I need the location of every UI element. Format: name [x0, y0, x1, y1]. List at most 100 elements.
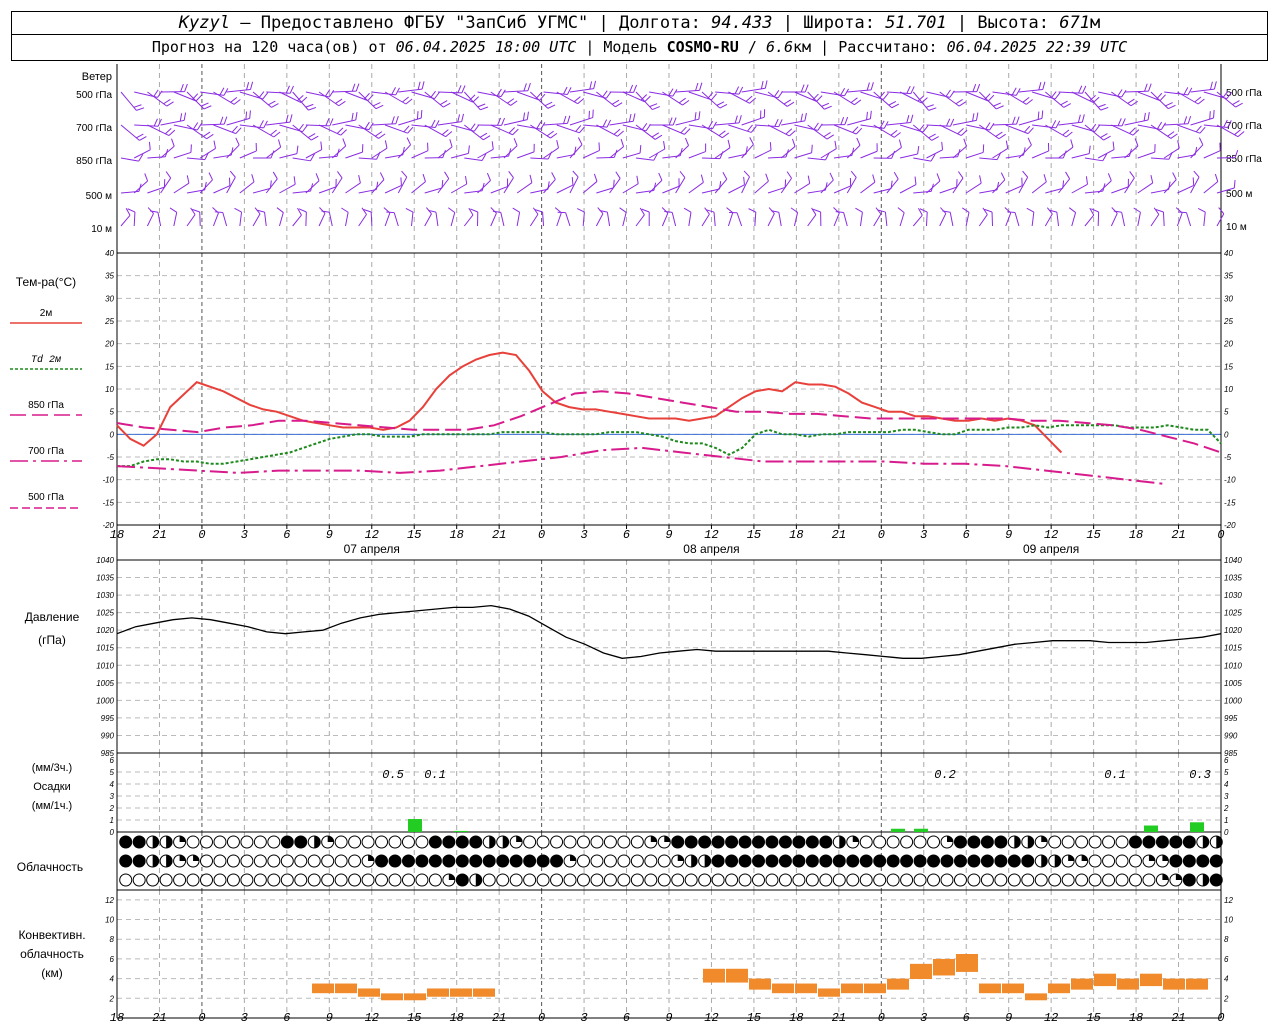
wind-barb-feather: [400, 177, 402, 186]
precip-bar: [408, 819, 422, 832]
wind-barb-feather: [879, 120, 885, 129]
wind-barb-feather: [774, 118, 779, 127]
provider-text: Предоставлено ФГБУ "ЗапСиб УГМС": [260, 13, 589, 33]
convective-cloud-layer: [312, 954, 1208, 1001]
cloud-circle: [644, 873, 658, 887]
cloud-symbol: [415, 854, 429, 868]
conv-bar: [772, 983, 794, 994]
cloud-symbol: [752, 854, 766, 868]
x-tick-label: 0: [1217, 528, 1224, 542]
wind-barb-feather: [1213, 81, 1217, 90]
cloud-symbol: [953, 835, 967, 849]
cloud-symbol: [200, 873, 214, 887]
wind-barb-feather: [440, 100, 448, 106]
cloud-circle: [361, 835, 375, 849]
cloud-circle: [671, 873, 685, 887]
cloud-symbol: [1088, 854, 1102, 868]
wind-barb-feather: [219, 116, 224, 125]
wind-barb: [873, 91, 900, 109]
cloud-symbol: [119, 835, 133, 849]
wind-barb-shaft: [622, 152, 641, 159]
wind-barb-feather: [844, 116, 849, 125]
wind-barb-feather: [851, 147, 855, 156]
wind-barb-feather: [1102, 153, 1108, 162]
wind-barb: [984, 208, 994, 227]
wind-barb-shaft: [596, 156, 615, 159]
wind-barb: [503, 82, 531, 93]
cloud-symbol: [644, 873, 658, 887]
x-tick-label: 18: [1129, 528, 1143, 542]
cloud-quarter: [1081, 855, 1088, 861]
cloud-half: [704, 855, 711, 867]
wind-barb-feather: [628, 113, 632, 122]
wind-barb-shaft: [278, 212, 284, 227]
conv-bar: [910, 963, 932, 980]
wind-barb-feather: [206, 133, 214, 140]
wind-barb: [1203, 119, 1232, 129]
cloud-symbol: [1061, 873, 1075, 887]
wind-barb-feather: [496, 88, 502, 97]
wind-barb-shaft: [530, 188, 549, 194]
wind-barb-feather: [734, 86, 740, 94]
wind-barb-feather: [1027, 127, 1034, 134]
wind-barb-shaft: [252, 187, 271, 194]
x-tick-label: 9: [665, 528, 672, 542]
wind-barb-feather: [852, 126, 859, 133]
cloud-symbol: [307, 854, 321, 868]
wind-barb-feather: [355, 83, 360, 92]
wind-barb-feather: [620, 138, 625, 147]
wind-barb: [371, 87, 400, 96]
wind-barb-feather: [1054, 92, 1061, 100]
wind-barb: [741, 137, 754, 159]
wind-barb-shaft: [952, 177, 964, 194]
wind-barb: [622, 91, 651, 103]
cloud-circle: [698, 873, 712, 887]
cloud-symbol: [738, 835, 752, 849]
wind-barb: [899, 176, 917, 194]
temp-axis-tick-right: 30: [1224, 294, 1233, 303]
conv-bar: [312, 983, 334, 994]
cloud-half: [489, 836, 496, 848]
wind-barb-feather: [1026, 207, 1035, 213]
wind-barb-feather: [855, 207, 863, 213]
wind-barb: [781, 112, 807, 126]
wind-barb-shaft: [609, 178, 621, 194]
wind-barb-feather: [649, 103, 658, 108]
wind-barb: [212, 207, 219, 227]
cloud-circle: [576, 835, 590, 849]
wind-barb-feather: [235, 127, 242, 134]
wind-barb-feather: [441, 129, 449, 136]
x-tick-label: 12: [704, 1011, 718, 1024]
x-tick-label: 3: [580, 1011, 587, 1024]
wind-barb: [1005, 91, 1033, 105]
wind-barb-feather: [749, 97, 756, 104]
wind-barb-feather: [748, 208, 757, 213]
wind-barb: [517, 121, 546, 130]
wind-barb: [530, 91, 556, 109]
wind-barb: [305, 173, 320, 194]
wind-barb-feather: [1156, 121, 1163, 130]
cloud-circle: [900, 854, 914, 868]
altitude-label: Высота:: [977, 13, 1050, 33]
wind-barb-feather: [987, 94, 995, 102]
wind-barb-feather: [950, 118, 955, 127]
cloud-symbol: [1155, 835, 1169, 849]
temp-axis-tick-right: -10: [1224, 476, 1236, 485]
conv-axis-tick-right: 12: [1224, 896, 1233, 905]
cloud-symbol: [980, 835, 994, 849]
wind-barb-shaft: [1045, 187, 1063, 194]
wind-barb-feather: [764, 80, 768, 89]
cloud-circle: [146, 873, 160, 887]
pressure-axis-tick-right: 995: [1224, 714, 1238, 723]
wind-barb-feather: [1065, 131, 1073, 138]
cloud-circle: [536, 835, 550, 849]
cloud-symbol: [496, 873, 510, 887]
wind-barb: [332, 83, 360, 93]
wind-barb-feather: [289, 114, 293, 123]
temp-axis-tick-left: 5: [110, 408, 115, 417]
wind-barb-feather: [195, 94, 202, 102]
wind-barb-feather: [368, 122, 374, 130]
wind-barb-shaft: [794, 152, 812, 159]
wind-barb: [1150, 181, 1171, 194]
wind-barb-feather: [955, 99, 963, 105]
